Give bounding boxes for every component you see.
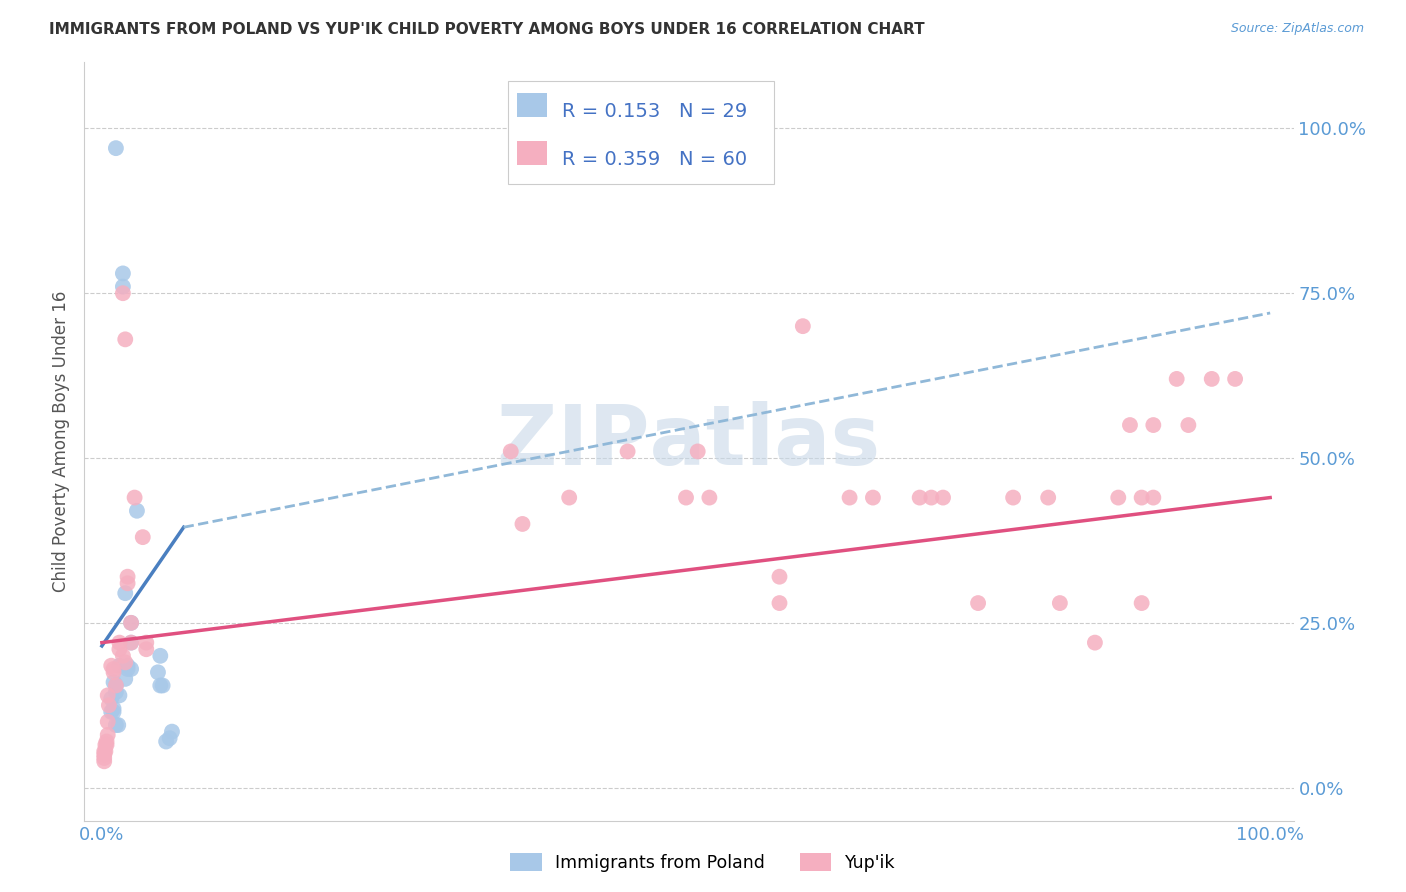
Point [124,491,146,505]
Point [93,747,115,762]
Point [862,491,884,505]
Point [1119,418,1142,433]
Point [699,491,721,505]
Point [160,724,183,739]
Point [111,648,134,663]
Point [152,678,174,692]
Point [120,635,142,649]
Point [104,678,127,692]
Point [920,491,942,505]
Point [1049,596,1071,610]
Point [616,444,638,458]
Point [114,332,136,346]
Point [114,656,136,670]
Point [104,678,127,692]
Point [558,491,581,505]
Point [103,705,125,719]
Point [1130,491,1153,505]
Point [97,728,120,742]
Point [96,734,118,748]
Point [108,689,131,703]
Point [155,734,177,748]
Point [100,705,122,719]
Point [104,685,127,699]
Point [120,662,142,676]
Point [125,504,148,518]
Point [1084,635,1107,649]
Point [117,570,139,584]
Text: Source: ZipAtlas.com: Source: ZipAtlas.com [1230,22,1364,36]
Point [103,675,125,690]
Point [94,744,117,758]
Point [1002,491,1025,505]
Point [108,642,131,657]
Point [159,731,181,746]
Point [120,615,142,630]
Point [1166,372,1188,386]
Point [97,714,120,729]
Point [686,444,709,458]
Point [114,672,136,686]
Text: R = 0.359   N = 60: R = 0.359 N = 60 [562,150,747,169]
Y-axis label: Child Poverty Among Boys Under 16: Child Poverty Among Boys Under 16 [52,291,70,592]
Point [149,678,172,692]
Text: R = 0.153   N = 29: R = 0.153 N = 29 [562,102,747,120]
Point [932,491,955,505]
Point [499,444,522,458]
Point [111,286,134,301]
Point [114,586,136,600]
Text: ZIP​atlas: ZIP​atlas [498,401,880,482]
Point [1177,418,1199,433]
Point [104,718,127,732]
Point [768,596,790,610]
Point [768,570,790,584]
Point [146,665,169,680]
FancyBboxPatch shape [508,81,773,184]
Point [135,635,157,649]
Point [108,658,131,673]
Point [94,738,117,752]
Point [104,141,127,155]
Point [108,635,131,649]
Point [120,615,142,630]
Point [1223,372,1246,386]
Text: IMMIGRANTS FROM POLAND VS YUP'IK CHILD POVERTY AMONG BOYS UNDER 16 CORRELATION C: IMMIGRANTS FROM POLAND VS YUP'IK CHILD P… [49,22,925,37]
Point [93,751,115,765]
Point [1142,491,1164,505]
Point [107,718,129,732]
Point [100,691,122,706]
Point [103,701,125,715]
Point [111,267,134,281]
Point [111,279,134,293]
Point [93,754,115,768]
Point [149,648,172,663]
Point [100,658,122,673]
Point [120,635,142,649]
Point [1130,596,1153,610]
Point [97,689,120,703]
Point [838,491,860,505]
Point [93,744,115,758]
Point [908,491,931,505]
Point [103,662,125,676]
Point [96,738,118,752]
Point [97,698,120,713]
Point [103,665,125,680]
Point [1107,491,1129,505]
Point [135,642,157,657]
Point [1142,418,1164,433]
Point [1038,491,1060,505]
Point [117,662,139,676]
FancyBboxPatch shape [517,93,547,117]
Point [792,319,814,334]
FancyBboxPatch shape [517,141,547,165]
Point [117,576,139,591]
Point [512,516,534,531]
Point [132,530,155,544]
Point [967,596,990,610]
Point [675,491,697,505]
Point [117,658,139,673]
Legend: Immigrants from Poland, Yup'ik: Immigrants from Poland, Yup'ik [503,847,903,879]
Point [1201,372,1223,386]
